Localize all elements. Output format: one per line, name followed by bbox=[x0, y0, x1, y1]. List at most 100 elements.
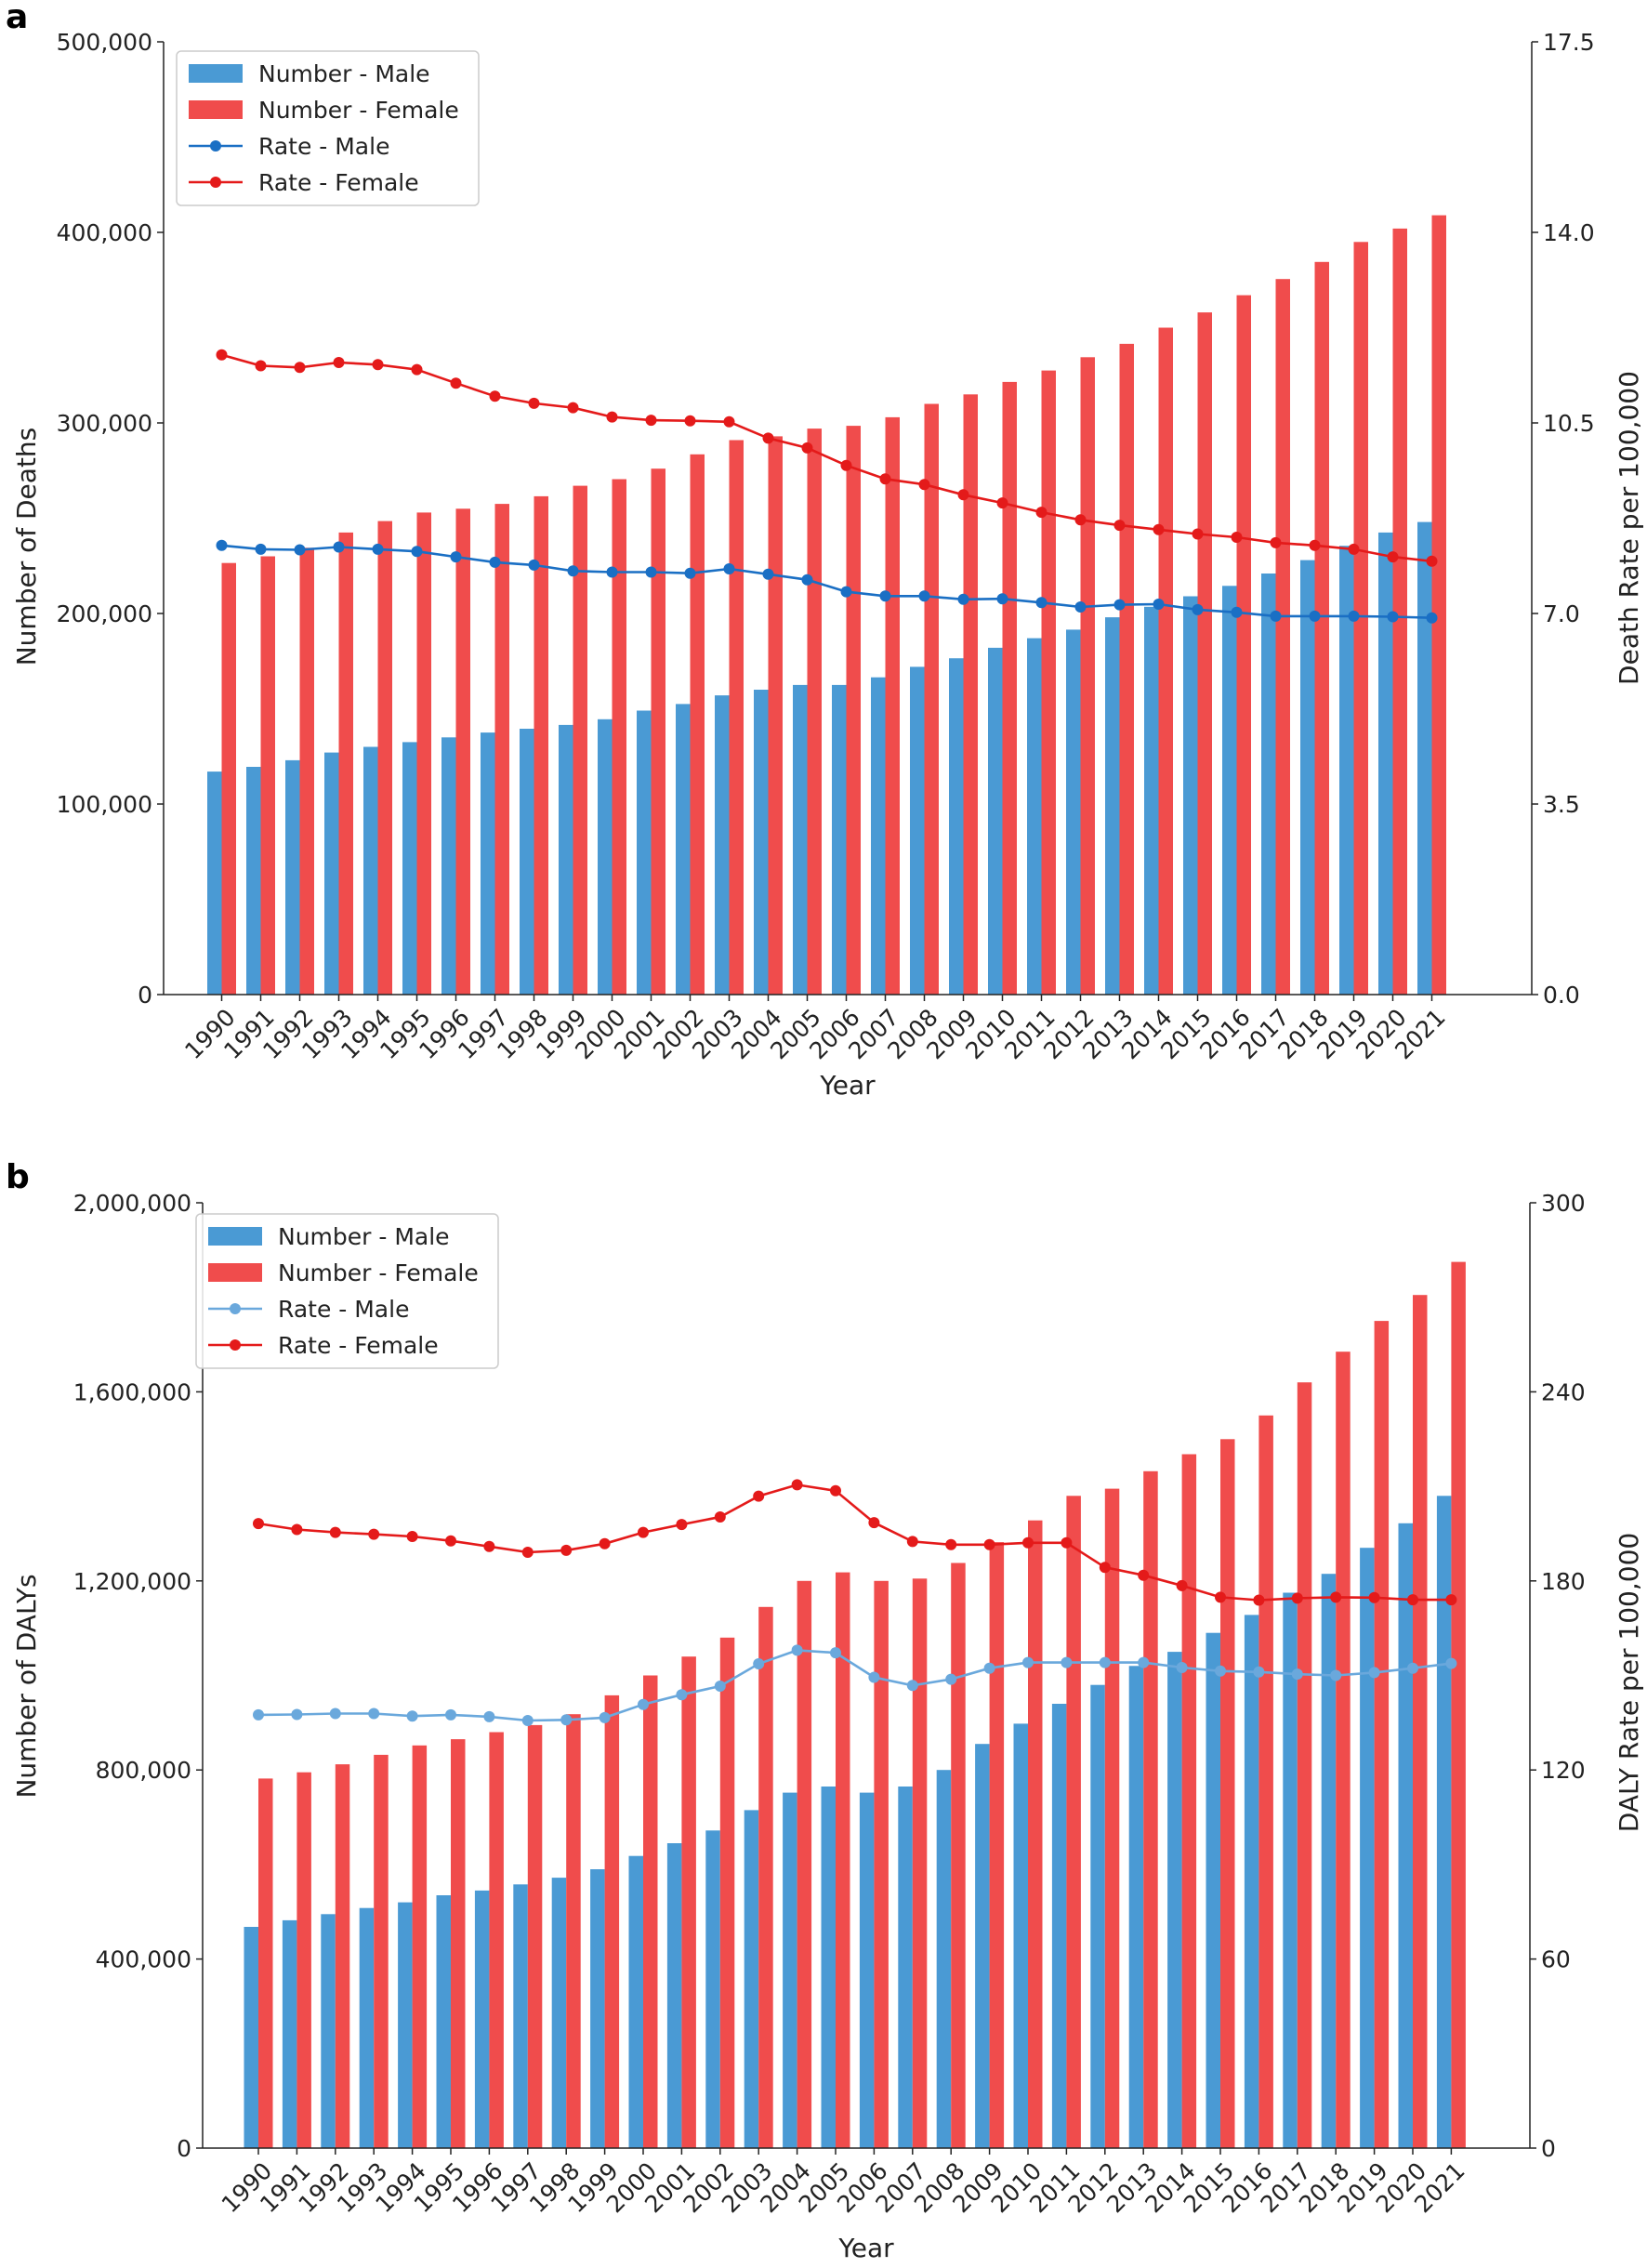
panel-b-bar-male-1990 bbox=[244, 1927, 258, 2148]
panel-b-left-tick-label: 1,600,000 bbox=[73, 1378, 191, 1405]
panel-b-bar-female-2006 bbox=[874, 1580, 889, 2148]
panel-a-right-tick-label: 14.0 bbox=[1543, 219, 1595, 246]
panel-a-bar-male-1998 bbox=[520, 729, 534, 995]
panel-b-bar-male-1999 bbox=[590, 1869, 605, 2148]
panel-a-left-tick-label: 400,000 bbox=[57, 219, 152, 246]
panel-a-ylabel-right: Death Rate per 100,000 bbox=[1614, 371, 1644, 685]
panel-b-bar-male-2014 bbox=[1167, 1652, 1182, 2148]
panel-b-legend-marker-rate-male bbox=[230, 1303, 241, 1314]
panel-b-right-tick-label: 60 bbox=[1541, 1946, 1571, 1973]
panel-b-rate-female-point-2006 bbox=[868, 1517, 880, 1529]
panel-b-bar-female-2010 bbox=[1028, 1520, 1043, 2148]
panel-b-bar-female-2011 bbox=[1066, 1496, 1081, 2148]
panel-a-bar-female-1992 bbox=[299, 547, 314, 995]
panel-b-rate-male-point-1994 bbox=[406, 1710, 418, 1722]
panel-b-bar-female-2013 bbox=[1143, 1470, 1158, 2148]
panel-b-bar-female-2007 bbox=[912, 1578, 928, 2148]
panel-b-rate-male-point-1992 bbox=[329, 1708, 341, 1720]
panel-b-legend-box bbox=[195, 1213, 499, 1369]
panel-b-bar-male-2001 bbox=[666, 1843, 682, 2148]
panel-a-bar-female-2016 bbox=[1236, 295, 1251, 996]
panel-b-rate-male-point-2006 bbox=[868, 1671, 880, 1683]
panel-a-legend-label-number-female: Number - Female bbox=[258, 97, 459, 124]
panel-b-bar-male-2019 bbox=[1360, 1548, 1375, 2148]
panel-b-rate-male-point-2001 bbox=[676, 1689, 688, 1701]
panel-b-legend-swatch-number-male bbox=[208, 1227, 262, 1246]
panel-b-rate-male-point-1990 bbox=[253, 1708, 264, 1721]
panel-a-left-tick-label: 500,000 bbox=[57, 29, 152, 56]
panel-b-ylabel-left: Number of DALYs bbox=[11, 1574, 42, 1798]
panel-a-rate-female-point-2013 bbox=[1113, 520, 1126, 532]
panel-a-rate-female-point-2020 bbox=[1387, 551, 1399, 563]
panel-b-rate-female-point-2009 bbox=[983, 1538, 995, 1550]
panel-a-rate-male-point-1992 bbox=[294, 544, 306, 556]
panel-b-bar-female-2014 bbox=[1181, 1454, 1197, 2148]
panel-a-legend-swatch-number-female bbox=[189, 100, 243, 119]
panel-a-bar-female-2008 bbox=[924, 403, 939, 995]
panel-b-rate-male-point-2014 bbox=[1176, 1662, 1188, 1673]
panel-a-legend-box bbox=[176, 50, 480, 206]
panel-a-bar-female-2009 bbox=[963, 394, 978, 996]
panel-a-bar-male-2021 bbox=[1417, 521, 1432, 995]
panel-a-rate-female-point-2015 bbox=[1192, 528, 1204, 540]
panel-a-bar-male-2010 bbox=[988, 647, 1003, 995]
panel-a-right-tick-label: 7.0 bbox=[1543, 600, 1580, 627]
panel-b-rate-male-point-2005 bbox=[830, 1647, 841, 1659]
panel-b-right-tick-label: 0 bbox=[1541, 2135, 1556, 2162]
panel-b-bar-female-2002 bbox=[719, 1637, 735, 2148]
panel-a-bar-male-2016 bbox=[1222, 586, 1237, 995]
panel-b-bar-male-2017 bbox=[1283, 1592, 1298, 2148]
panel-a-rate-male-point-2010 bbox=[996, 593, 1008, 605]
panel-b-rate-male-point-1991 bbox=[291, 1708, 303, 1721]
panel-b-bar-male-2004 bbox=[783, 1792, 797, 2148]
panel-b-bar-male-1993 bbox=[359, 1907, 375, 2148]
panel-b-rate-female-point-2021 bbox=[1445, 1594, 1457, 1606]
panel-a-rate-female-point-2004 bbox=[762, 432, 774, 444]
panel-a-rate-male-point-2017 bbox=[1270, 610, 1282, 622]
panel-b-right-tick-label: 120 bbox=[1541, 1757, 1586, 1784]
panel-a-bar-female-2011 bbox=[1041, 370, 1056, 996]
panel-a-bar-female-2015 bbox=[1197, 312, 1212, 996]
panel-b-bar-male-2006 bbox=[859, 1792, 875, 2148]
panel-b-rate-male-line bbox=[257, 1649, 1452, 1722]
panel-b-rate-male-point-2009 bbox=[983, 1662, 995, 1674]
panel-a-bar-male-1991 bbox=[246, 767, 261, 995]
panel-b-rate-male-point-2000 bbox=[638, 1698, 649, 1710]
panel-b-bar-male-2013 bbox=[1128, 1666, 1144, 2148]
panel-a-bar-female-2007 bbox=[885, 416, 900, 995]
panel-a-legend-marker-rate-male bbox=[210, 140, 221, 152]
panel-b-bar-male-1992 bbox=[321, 1914, 336, 2148]
panel-a-bar-female-2004 bbox=[768, 436, 783, 995]
panel-b-rate-female-point-2004 bbox=[791, 1479, 803, 1491]
panel-a-legend: Number - Male Number - Female Rate - Male R… bbox=[176, 50, 480, 206]
panel-b-legend-label-number-male: Number - Male bbox=[278, 1223, 450, 1250]
panel-b-bar-male-1994 bbox=[398, 1902, 413, 2148]
panel-a-bar-female-2021 bbox=[1431, 215, 1446, 996]
panel-b-left-tick-label: 400,000 bbox=[96, 1946, 191, 1973]
panel-a-rate-male-point-2000 bbox=[606, 566, 618, 578]
panel-b-bar-female-2021 bbox=[1451, 1261, 1466, 2148]
panel-a-right-tick-label: 0.0 bbox=[1543, 982, 1580, 1009]
panel-b-rate-male-point-2007 bbox=[906, 1680, 918, 1692]
panel-a-rate-male-point-1993 bbox=[333, 541, 345, 553]
panel-b-xlabel: Year bbox=[837, 2233, 894, 2263]
panel-a-bar-male-1999 bbox=[559, 724, 573, 995]
panel-b-bar-female-2015 bbox=[1220, 1439, 1235, 2149]
panel-a-rate-female-point-2008 bbox=[918, 479, 930, 491]
panel-a-bar-male-2020 bbox=[1378, 532, 1393, 995]
panel-b-rate-male-point-2018 bbox=[1330, 1669, 1342, 1681]
panel-a-bar-male-1997 bbox=[481, 732, 495, 995]
panel-b-right-tick-label: 180 bbox=[1541, 1568, 1586, 1595]
panel-b-bar-female-1995 bbox=[451, 1739, 466, 2148]
panel-b-left-axis-ticks: 0 400,000 800,000 1,200,000 1,600,000 2,000,0… bbox=[73, 1190, 203, 2162]
panel-b-bar-female-1994 bbox=[412, 1745, 428, 2148]
panel-b-bar-female-1992 bbox=[335, 1764, 350, 2148]
panel-b-rate-female-point-2011 bbox=[1061, 1536, 1073, 1549]
panel-a-xlabel: Year bbox=[819, 1070, 876, 1101]
panel-a-rate-female-point-2003 bbox=[723, 415, 735, 428]
panel-a-rate-female-point-2016 bbox=[1231, 532, 1243, 543]
panel-b-legend-label-rate-male: Rate - Male bbox=[278, 1296, 409, 1323]
panel-a-legend-label-number-male: Number - Male bbox=[258, 60, 430, 87]
panel-a-ylabel-left: Number of Deaths bbox=[11, 428, 42, 666]
panel-b-rate-male-point-2020 bbox=[1407, 1662, 1418, 1674]
